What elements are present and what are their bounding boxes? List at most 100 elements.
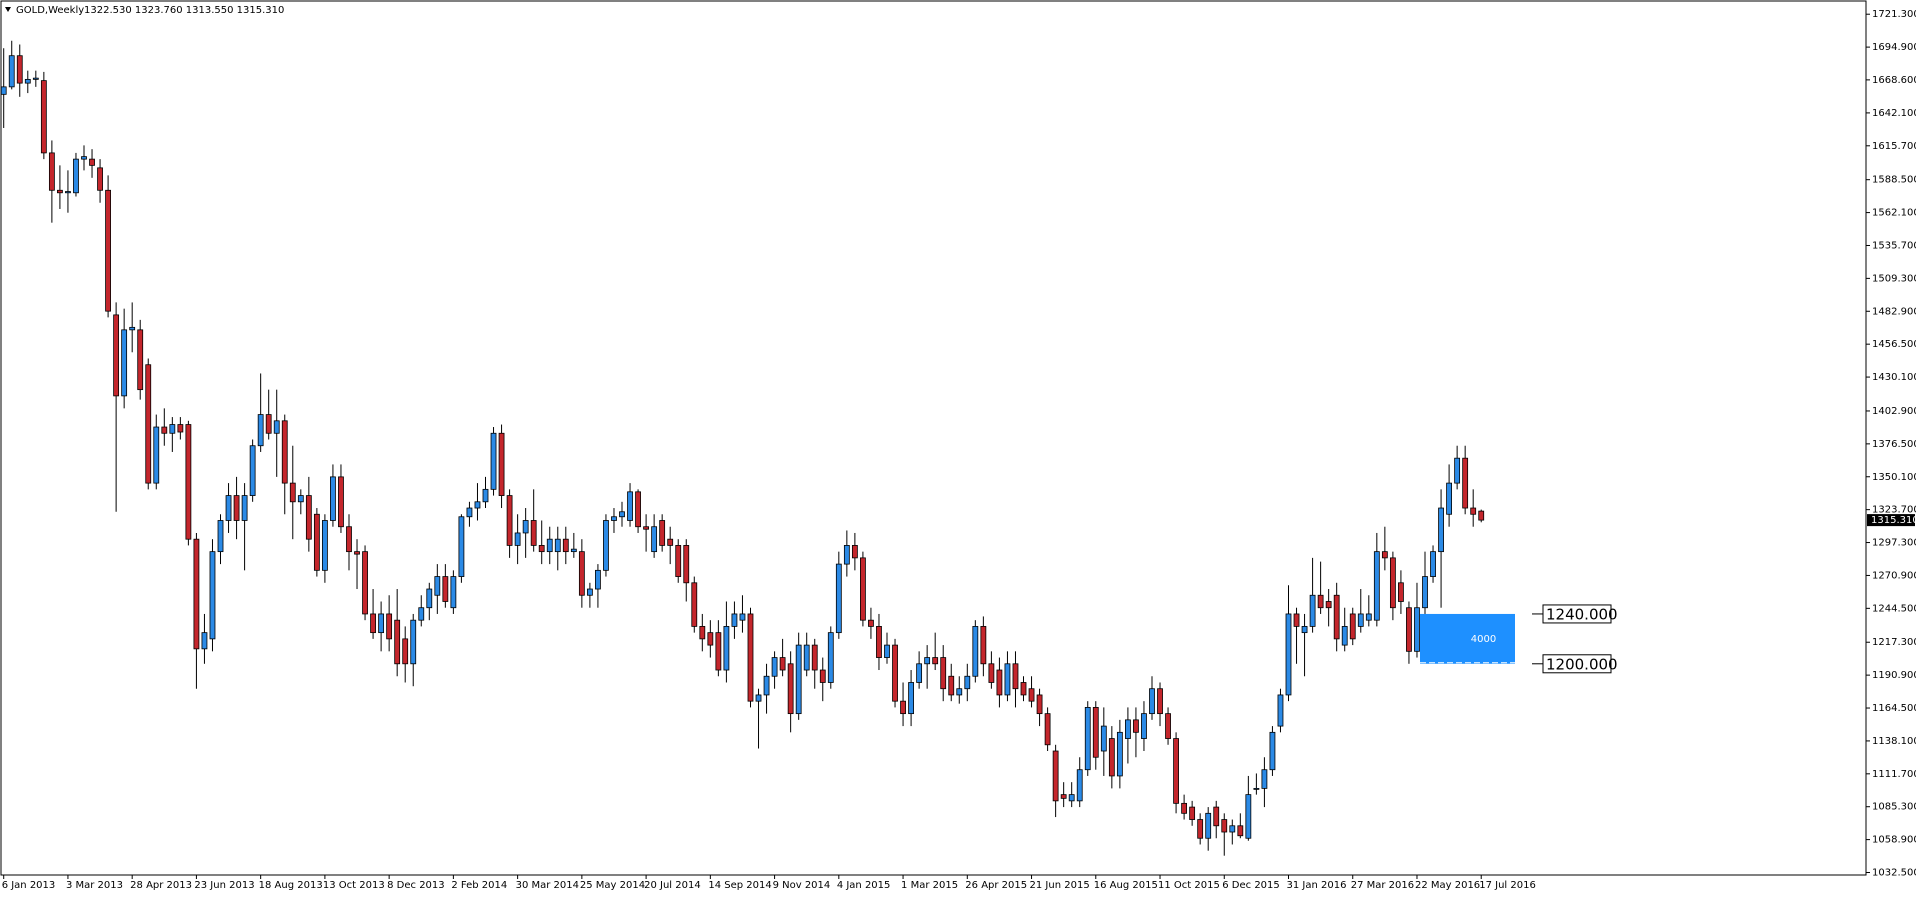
candle-body	[346, 526, 352, 553]
y-tick-label: 1270.900	[1872, 570, 1916, 581]
candle-body	[924, 657, 931, 665]
candle-body	[1092, 707, 1099, 758]
candle-body	[1157, 688, 1163, 715]
x-tick-label: 31 Jan 2016	[1287, 880, 1347, 891]
candle-body	[1349, 613, 1356, 640]
candle-body	[619, 511, 625, 518]
chart-title: GOLD,Weekly	[16, 5, 84, 16]
x-tick-label: 6 Jan 2013	[2, 880, 56, 891]
y-tick-label: 1217.300	[1872, 637, 1916, 648]
candle-body	[595, 569, 601, 590]
candle-body	[0, 86, 7, 95]
candle-body	[755, 694, 762, 702]
candle-body	[402, 638, 409, 665]
candle-body	[129, 326, 136, 331]
candle-body	[1060, 794, 1067, 799]
candle-body	[1012, 663, 1019, 690]
candle-body	[305, 495, 312, 540]
candle-body	[1454, 457, 1461, 484]
x-tick-label: 9 Nov 2014	[773, 880, 831, 891]
level-box	[1542, 604, 1612, 624]
candle-body	[980, 626, 987, 665]
candle-body	[972, 626, 979, 677]
candle-body	[362, 551, 368, 615]
candle-body	[482, 488, 489, 503]
y-tick-label: 1642.100	[1872, 108, 1916, 119]
y-tick-label: 1085.300	[1872, 802, 1916, 813]
candle-body	[1197, 819, 1204, 839]
candle-body	[16, 55, 23, 84]
candle-body	[1100, 725, 1107, 752]
x-tick-label: 21 Jun 2015	[1030, 880, 1090, 891]
y-tick-label: 1588.500	[1872, 175, 1916, 186]
candle-body	[321, 520, 328, 571]
x-tick-label: 27 Mar 2016	[1351, 880, 1414, 891]
candle-body	[1253, 787, 1260, 790]
candle-body	[643, 526, 649, 530]
candle-body	[1430, 551, 1436, 577]
candle-body	[1317, 594, 1324, 609]
candle-body	[121, 329, 128, 397]
candle-body	[1422, 576, 1428, 609]
candle-body	[289, 482, 296, 503]
x-tick-label: 4 Jan 2015	[837, 880, 891, 891]
candle-body	[715, 632, 722, 671]
candle-body	[466, 507, 473, 518]
candle-body	[1446, 482, 1452, 515]
candle-body	[996, 669, 1003, 696]
candle-body	[771, 657, 778, 677]
candle-body	[313, 513, 320, 571]
candle-body	[1076, 769, 1083, 802]
candle-body	[81, 156, 87, 160]
candle-body	[105, 189, 111, 312]
candle-body	[225, 495, 232, 521]
candle-body	[795, 644, 802, 715]
candle-body	[570, 548, 577, 553]
candle-body	[1398, 582, 1404, 602]
y-tick-label: 1668.600	[1872, 75, 1916, 86]
candle-body	[603, 520, 609, 571]
y-tick-label: 1430.100	[1872, 372, 1916, 383]
x-tick-label: 17 Jul 2016	[1479, 880, 1536, 891]
candle-body	[763, 675, 770, 696]
candle-body	[48, 152, 55, 191]
y-tick-label: 1694.900	[1872, 42, 1916, 53]
candle-body	[113, 314, 120, 397]
last-price-box	[1867, 514, 1915, 527]
candle-body	[900, 700, 906, 715]
candle-body	[249, 445, 256, 496]
y-tick-label: 1244.500	[1872, 603, 1916, 614]
last-price-label: 1315.310	[1871, 515, 1916, 526]
candle-body	[410, 619, 417, 665]
candle-body	[1438, 507, 1444, 553]
candle-body	[370, 613, 376, 634]
candle-body	[426, 588, 433, 609]
candle-body	[458, 516, 465, 577]
candle-body	[530, 520, 537, 546]
candle-body	[386, 613, 393, 640]
candle-body	[691, 582, 698, 627]
candle-body	[1004, 663, 1011, 696]
candle-body	[1189, 806, 1196, 820]
candle-body	[1229, 825, 1236, 833]
candle-body	[1406, 607, 1412, 652]
x-tick-label: 16 Aug 2015	[1094, 880, 1158, 891]
candle-body	[1309, 594, 1316, 627]
candle-body	[193, 538, 200, 650]
candle-body	[819, 669, 826, 683]
candle-body	[442, 576, 449, 602]
menu-arrow[interactable]	[5, 7, 11, 12]
x-tick-label: 28 Apr 2013	[130, 880, 192, 891]
candle-body	[1277, 694, 1284, 727]
candle-body	[1116, 731, 1123, 777]
candle-body	[40, 80, 47, 154]
candle-body	[1478, 510, 1485, 521]
candle-body	[803, 644, 810, 671]
candle-body	[1301, 626, 1308, 634]
candle-body	[1213, 806, 1220, 827]
candle-body	[988, 663, 995, 683]
y-tick-label: 1402.900	[1872, 406, 1916, 417]
candle-body	[1333, 594, 1340, 640]
candle-body	[506, 495, 513, 546]
candle-body	[177, 424, 184, 433]
